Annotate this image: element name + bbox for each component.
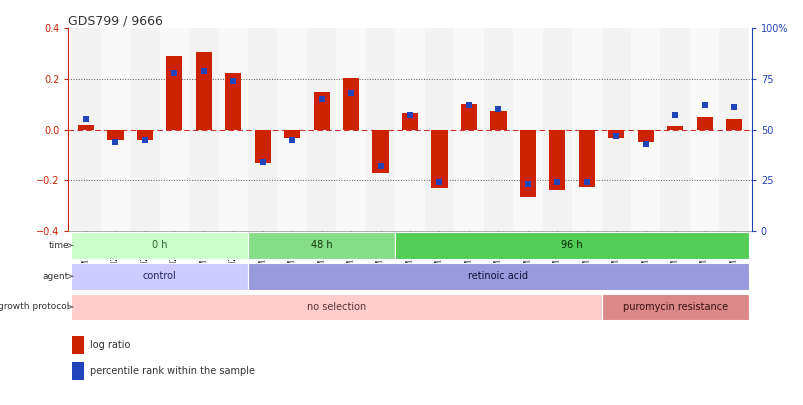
Bar	[166, 56, 182, 130]
Bar	[402, 113, 418, 130]
FancyBboxPatch shape	[71, 263, 247, 290]
Bar	[542, 28, 572, 231]
Text: 48 h: 48 h	[311, 241, 332, 250]
Text: GDS799 / 9666: GDS799 / 9666	[68, 14, 163, 27]
Bar	[483, 28, 512, 231]
Bar	[100, 28, 130, 231]
Text: puromycin resistance: puromycin resistance	[622, 302, 727, 312]
Bar	[637, 130, 653, 142]
Text: 96 h: 96 h	[560, 241, 582, 250]
Bar	[431, 130, 447, 188]
Bar	[283, 130, 300, 139]
Bar	[71, 336, 84, 354]
Bar	[512, 28, 542, 231]
Bar	[247, 28, 277, 231]
Bar	[659, 28, 689, 231]
Bar	[601, 28, 630, 231]
Bar	[630, 28, 659, 231]
FancyBboxPatch shape	[71, 294, 601, 320]
Bar	[307, 28, 336, 231]
Bar	[343, 78, 359, 130]
Bar	[725, 119, 741, 130]
FancyBboxPatch shape	[601, 294, 748, 320]
Bar	[160, 28, 189, 231]
Bar	[255, 130, 271, 162]
Bar	[695, 117, 711, 130]
Bar	[548, 130, 565, 190]
FancyBboxPatch shape	[71, 232, 247, 259]
Text: log ratio: log ratio	[90, 340, 130, 350]
Text: control: control	[143, 271, 177, 281]
Bar	[108, 130, 124, 140]
Bar	[365, 28, 395, 231]
Bar	[218, 28, 247, 231]
Bar	[519, 130, 536, 197]
Text: percentile rank within the sample: percentile rank within the sample	[90, 366, 255, 376]
Text: no selection: no selection	[307, 302, 365, 312]
Bar	[490, 111, 506, 130]
FancyBboxPatch shape	[247, 232, 395, 259]
Bar	[189, 28, 218, 231]
Bar	[719, 28, 748, 231]
Bar	[225, 72, 241, 130]
Bar	[277, 28, 307, 231]
Bar	[336, 28, 365, 231]
Bar	[666, 126, 683, 130]
Bar	[424, 28, 454, 231]
Bar	[130, 28, 160, 231]
Bar	[195, 52, 212, 130]
Bar	[71, 362, 84, 380]
Bar	[607, 130, 624, 139]
Bar	[572, 28, 601, 231]
Text: time: time	[48, 241, 69, 250]
FancyBboxPatch shape	[395, 232, 748, 259]
Bar	[71, 28, 100, 231]
Bar	[313, 92, 329, 130]
Bar	[689, 28, 719, 231]
Text: 0 h: 0 h	[152, 241, 167, 250]
Bar	[460, 104, 476, 130]
FancyBboxPatch shape	[247, 263, 748, 290]
Bar	[78, 125, 94, 130]
Text: growth protocol: growth protocol	[0, 303, 69, 311]
Bar	[454, 28, 483, 231]
Text: agent: agent	[43, 272, 69, 281]
Bar	[395, 28, 424, 231]
Bar	[372, 130, 388, 173]
Text: retinoic acid: retinoic acid	[468, 271, 528, 281]
Bar	[578, 130, 594, 187]
Bar	[137, 130, 153, 140]
